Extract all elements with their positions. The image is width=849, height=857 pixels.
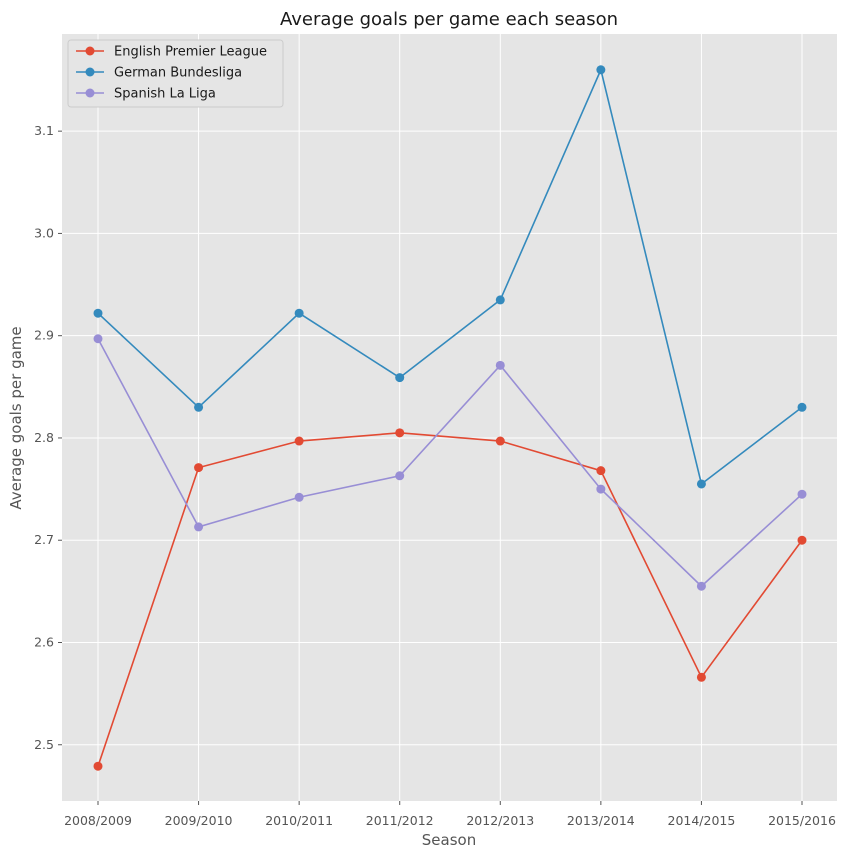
y-tick-label: 3.0 bbox=[34, 225, 54, 240]
data-point bbox=[395, 428, 405, 438]
legend: English Premier League German Bundesliga S… bbox=[67, 39, 284, 108]
legend-label: German Bundesliga bbox=[114, 66, 242, 81]
data-point bbox=[395, 373, 405, 383]
y-tick-label: 3.1 bbox=[34, 123, 54, 138]
x-tick-label: 2015/2016 bbox=[768, 813, 836, 828]
chart-title: Average goals per game each season bbox=[280, 9, 618, 30]
data-point bbox=[495, 360, 505, 370]
y-tick-label: 2.7 bbox=[34, 532, 54, 547]
data-point bbox=[696, 479, 706, 489]
data-point bbox=[696, 581, 706, 591]
legend-marker bbox=[85, 46, 95, 56]
y-tick-label: 2.6 bbox=[34, 634, 54, 649]
data-point bbox=[194, 463, 204, 473]
legend-marker bbox=[85, 88, 95, 98]
x-tick-labels: 2008/2009 2009/2010 2010/2011 2011/2012 2012… bbox=[64, 801, 836, 828]
data-point bbox=[797, 402, 807, 412]
data-point bbox=[596, 466, 606, 476]
data-point bbox=[93, 334, 103, 344]
data-point bbox=[294, 308, 304, 318]
y-tick-label: 2.8 bbox=[34, 430, 54, 445]
data-point bbox=[596, 65, 606, 75]
y-tick-labels: 2.5 2.6 2.7 2.8 2.9 3.0 3.1 bbox=[34, 123, 62, 752]
data-point bbox=[495, 436, 505, 446]
x-tick-label: 2010/2011 bbox=[265, 813, 333, 828]
data-point bbox=[294, 436, 304, 446]
data-point bbox=[93, 308, 103, 318]
x-tick-label: 2013/2014 bbox=[567, 813, 635, 828]
x-tick-label: 2012/2013 bbox=[466, 813, 534, 828]
legend-marker bbox=[85, 67, 95, 77]
data-point bbox=[495, 295, 505, 305]
data-point bbox=[797, 489, 807, 499]
data-point bbox=[395, 471, 405, 481]
plot-area bbox=[62, 34, 837, 801]
series-line bbox=[97, 432, 803, 767]
y-tick-label: 2.5 bbox=[34, 737, 54, 752]
y-axis-label: Average goals per game bbox=[7, 326, 25, 509]
data-point bbox=[194, 522, 204, 532]
data-point bbox=[596, 484, 606, 494]
x-tick-label: 2009/2010 bbox=[165, 813, 233, 828]
data-point bbox=[797, 535, 807, 545]
series-line bbox=[97, 338, 803, 588]
data-point bbox=[294, 492, 304, 502]
x-tick-label: 2014/2015 bbox=[668, 813, 736, 828]
legend-label: Spanish La Liga bbox=[114, 87, 216, 102]
legend-label: English Premier League bbox=[114, 45, 267, 60]
data-point bbox=[194, 402, 204, 412]
series-group bbox=[93, 65, 807, 771]
y-tick-label: 2.9 bbox=[34, 328, 54, 343]
data-point bbox=[696, 672, 706, 682]
series-line bbox=[97, 67, 803, 486]
data-point bbox=[93, 761, 103, 771]
legend-box bbox=[67, 39, 284, 108]
x-tick-label: 2008/2009 bbox=[64, 813, 132, 828]
x-axis-label: Season bbox=[422, 831, 476, 849]
x-tick-label: 2011/2012 bbox=[366, 813, 434, 828]
